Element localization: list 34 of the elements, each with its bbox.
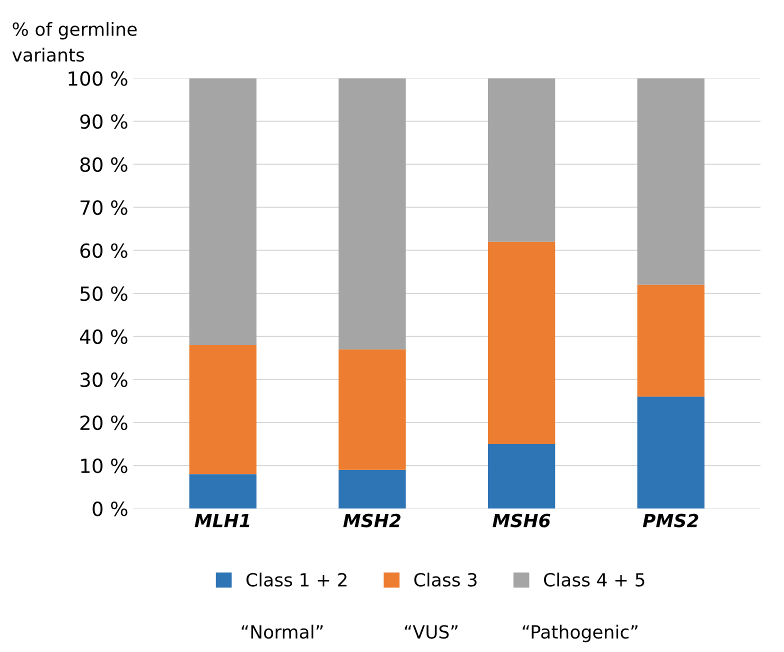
y-tick-label: 10 %: [81, 458, 128, 474]
bar: [189, 474, 256, 509]
x-tick-label: PMS2: [642, 514, 698, 528]
legend-label: Class 1 + 2: [246, 572, 346, 587]
bar: [488, 78, 556, 242]
y-tick-label: 50 %: [80, 286, 128, 302]
bar: [637, 284, 704, 397]
bar: [189, 78, 256, 346]
bar: [338, 349, 406, 470]
x-tick-label: MSH6: [492, 514, 550, 528]
y-tick-label: 20 %: [80, 415, 128, 430]
legend-label: Class 3: [414, 572, 477, 587]
bar: [189, 345, 256, 474]
bar: [637, 396, 704, 509]
y-tick-label: 70 %: [80, 200, 128, 215]
y-axis-title: % of germline variants: [12, 22, 137, 62]
bar: [338, 470, 406, 509]
y-tick-label: 100 %: [68, 71, 128, 86]
bar: [338, 78, 406, 350]
bar: [488, 444, 556, 509]
text: “Pathogenic”: [522, 624, 638, 642]
y-tick-label: 90 %: [80, 114, 128, 129]
y-tick-label: 80 %: [80, 157, 128, 172]
legend-label: Class 4 + 5: [544, 572, 644, 587]
text: “Normal”: [242, 624, 323, 639]
y-tick-label: 0 %: [92, 502, 128, 516]
bar: [488, 242, 556, 444]
bar: [637, 78, 704, 285]
x-tick-label: MLH1: [194, 514, 250, 528]
y-tick-label: 30 %: [80, 372, 128, 388]
y-tick-label: 60 %: [80, 243, 128, 258]
x-tick-label: MSH2: [343, 514, 401, 528]
y-tick-label: 40 %: [80, 329, 128, 344]
text: “VUS”: [404, 625, 458, 639]
